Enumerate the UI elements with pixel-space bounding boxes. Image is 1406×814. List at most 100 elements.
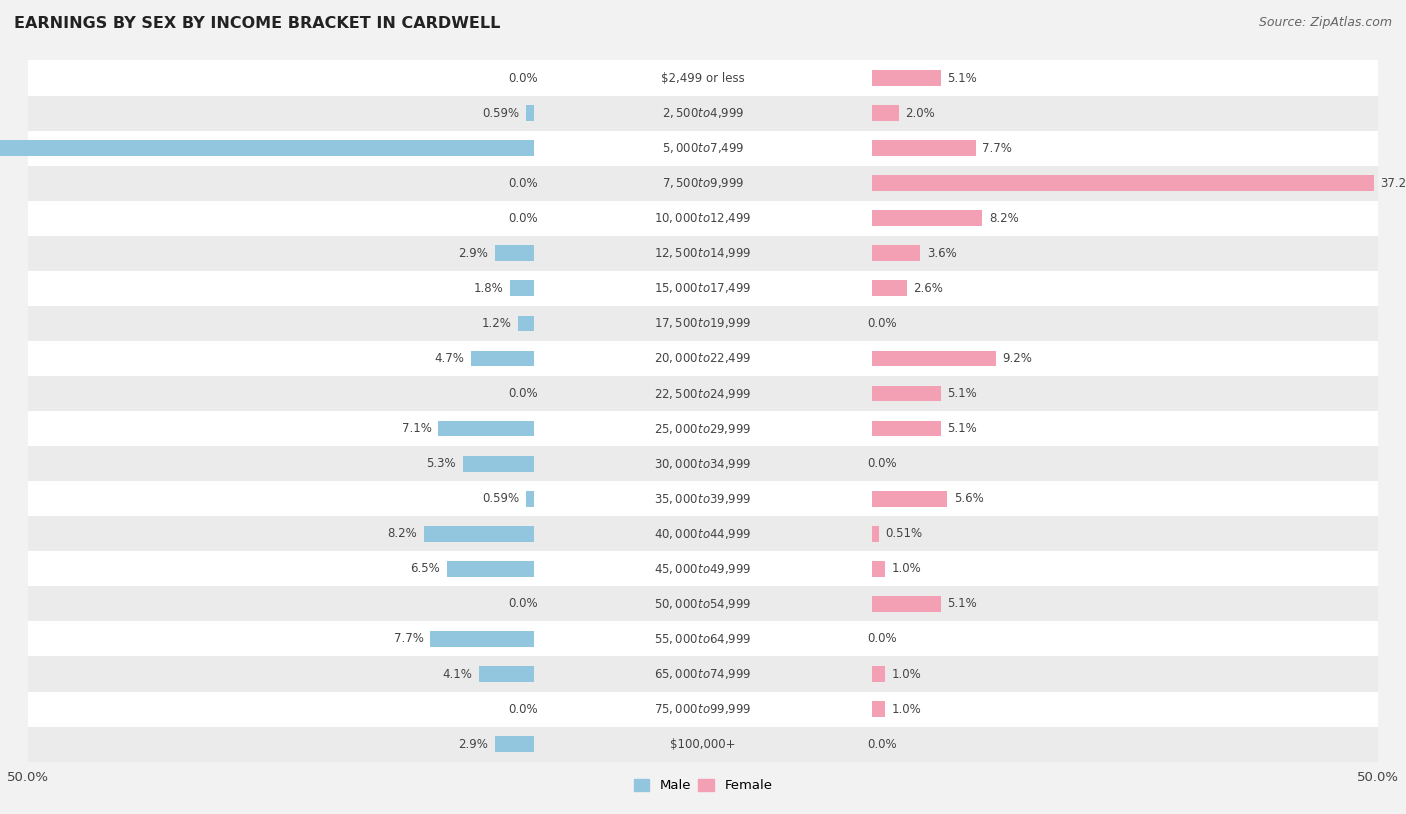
Bar bbox=[872, 701, 886, 717]
Text: $2,499 or less: $2,499 or less bbox=[661, 72, 745, 85]
Text: 6.5%: 6.5% bbox=[411, 562, 440, 575]
Bar bbox=[510, 281, 534, 296]
Text: 0.0%: 0.0% bbox=[868, 317, 897, 330]
Text: 0.0%: 0.0% bbox=[509, 212, 538, 225]
Text: 0.59%: 0.59% bbox=[482, 492, 520, 505]
Bar bbox=[28, 376, 1378, 411]
Text: $7,500 to $9,999: $7,500 to $9,999 bbox=[662, 176, 744, 190]
Bar bbox=[28, 271, 1378, 306]
Bar bbox=[28, 516, 1378, 551]
Text: 0.59%: 0.59% bbox=[482, 107, 520, 120]
Text: $5,000 to $7,499: $5,000 to $7,499 bbox=[662, 141, 744, 155]
Bar bbox=[872, 281, 907, 296]
Text: 5.1%: 5.1% bbox=[948, 422, 977, 435]
Text: 7.1%: 7.1% bbox=[402, 422, 432, 435]
Bar bbox=[872, 386, 941, 401]
Text: $55,000 to $64,999: $55,000 to $64,999 bbox=[654, 632, 752, 646]
Bar bbox=[872, 105, 898, 121]
Bar bbox=[28, 411, 1378, 446]
Bar bbox=[526, 491, 534, 506]
Text: $35,000 to $39,999: $35,000 to $39,999 bbox=[654, 492, 752, 505]
Text: 1.0%: 1.0% bbox=[891, 562, 922, 575]
Bar bbox=[872, 596, 941, 612]
Text: 0.0%: 0.0% bbox=[509, 177, 538, 190]
Text: 0.0%: 0.0% bbox=[509, 597, 538, 610]
Text: $65,000 to $74,999: $65,000 to $74,999 bbox=[654, 667, 752, 681]
Bar bbox=[463, 456, 534, 471]
Bar bbox=[872, 210, 983, 226]
Text: 0.0%: 0.0% bbox=[868, 632, 897, 646]
Bar bbox=[526, 105, 534, 121]
Text: $100,000+: $100,000+ bbox=[671, 737, 735, 751]
Bar bbox=[28, 201, 1378, 236]
Text: $12,500 to $14,999: $12,500 to $14,999 bbox=[654, 247, 752, 260]
Bar bbox=[517, 316, 534, 331]
Text: 5.3%: 5.3% bbox=[426, 457, 456, 470]
Bar bbox=[439, 421, 534, 436]
Text: 0.0%: 0.0% bbox=[509, 702, 538, 716]
Bar bbox=[430, 631, 534, 647]
Bar bbox=[28, 130, 1378, 166]
Bar bbox=[872, 175, 1374, 191]
Text: 37.2%: 37.2% bbox=[1381, 177, 1406, 190]
Text: $40,000 to $44,999: $40,000 to $44,999 bbox=[654, 527, 752, 540]
Bar bbox=[447, 561, 534, 577]
Bar bbox=[872, 140, 976, 156]
Bar bbox=[28, 341, 1378, 376]
Bar bbox=[28, 656, 1378, 692]
Text: 1.8%: 1.8% bbox=[474, 282, 503, 295]
Text: 0.0%: 0.0% bbox=[509, 72, 538, 85]
Text: $45,000 to $49,999: $45,000 to $49,999 bbox=[654, 562, 752, 575]
Text: 5.1%: 5.1% bbox=[948, 387, 977, 400]
Text: $2,500 to $4,999: $2,500 to $4,999 bbox=[662, 106, 744, 120]
Bar bbox=[872, 491, 948, 506]
Bar bbox=[28, 621, 1378, 656]
Bar bbox=[28, 551, 1378, 586]
Text: 2.6%: 2.6% bbox=[914, 282, 943, 295]
Bar bbox=[0, 140, 534, 156]
Bar bbox=[872, 421, 941, 436]
Text: 1.0%: 1.0% bbox=[891, 667, 922, 681]
Text: $75,000 to $99,999: $75,000 to $99,999 bbox=[654, 702, 752, 716]
Text: Source: ZipAtlas.com: Source: ZipAtlas.com bbox=[1258, 16, 1392, 29]
Text: 0.0%: 0.0% bbox=[868, 457, 897, 470]
Bar bbox=[28, 727, 1378, 762]
Text: 3.6%: 3.6% bbox=[927, 247, 957, 260]
Text: 9.2%: 9.2% bbox=[1002, 352, 1032, 365]
Legend: Male, Female: Male, Female bbox=[628, 773, 778, 798]
Text: 7.7%: 7.7% bbox=[983, 142, 1012, 155]
Bar bbox=[872, 70, 941, 86]
Bar bbox=[479, 666, 534, 682]
Bar bbox=[28, 95, 1378, 130]
Text: $25,000 to $29,999: $25,000 to $29,999 bbox=[654, 422, 752, 435]
Text: 2.9%: 2.9% bbox=[458, 737, 488, 751]
Text: 8.2%: 8.2% bbox=[387, 527, 416, 540]
Bar bbox=[28, 236, 1378, 271]
Text: 0.0%: 0.0% bbox=[868, 737, 897, 751]
Bar bbox=[495, 736, 534, 752]
Text: 4.7%: 4.7% bbox=[434, 352, 464, 365]
Text: $30,000 to $34,999: $30,000 to $34,999 bbox=[654, 457, 752, 470]
Text: $10,000 to $12,499: $10,000 to $12,499 bbox=[654, 212, 752, 225]
Bar bbox=[28, 166, 1378, 201]
Text: $20,000 to $22,499: $20,000 to $22,499 bbox=[654, 352, 752, 365]
Bar bbox=[872, 245, 921, 261]
Bar bbox=[28, 586, 1378, 621]
Text: 7.7%: 7.7% bbox=[394, 632, 423, 646]
Bar bbox=[471, 351, 534, 366]
Text: 5.6%: 5.6% bbox=[955, 492, 984, 505]
Bar bbox=[28, 306, 1378, 341]
Bar bbox=[28, 446, 1378, 481]
Bar bbox=[495, 245, 534, 261]
Text: 0.51%: 0.51% bbox=[886, 527, 922, 540]
Text: 1.0%: 1.0% bbox=[891, 702, 922, 716]
Text: 8.2%: 8.2% bbox=[990, 212, 1019, 225]
Bar bbox=[872, 561, 886, 577]
Text: 5.1%: 5.1% bbox=[948, 597, 977, 610]
Text: $15,000 to $17,499: $15,000 to $17,499 bbox=[654, 282, 752, 295]
Bar bbox=[28, 692, 1378, 727]
Text: 2.9%: 2.9% bbox=[458, 247, 488, 260]
Bar bbox=[28, 60, 1378, 95]
Text: $22,500 to $24,999: $22,500 to $24,999 bbox=[654, 387, 752, 400]
Text: 4.1%: 4.1% bbox=[443, 667, 472, 681]
